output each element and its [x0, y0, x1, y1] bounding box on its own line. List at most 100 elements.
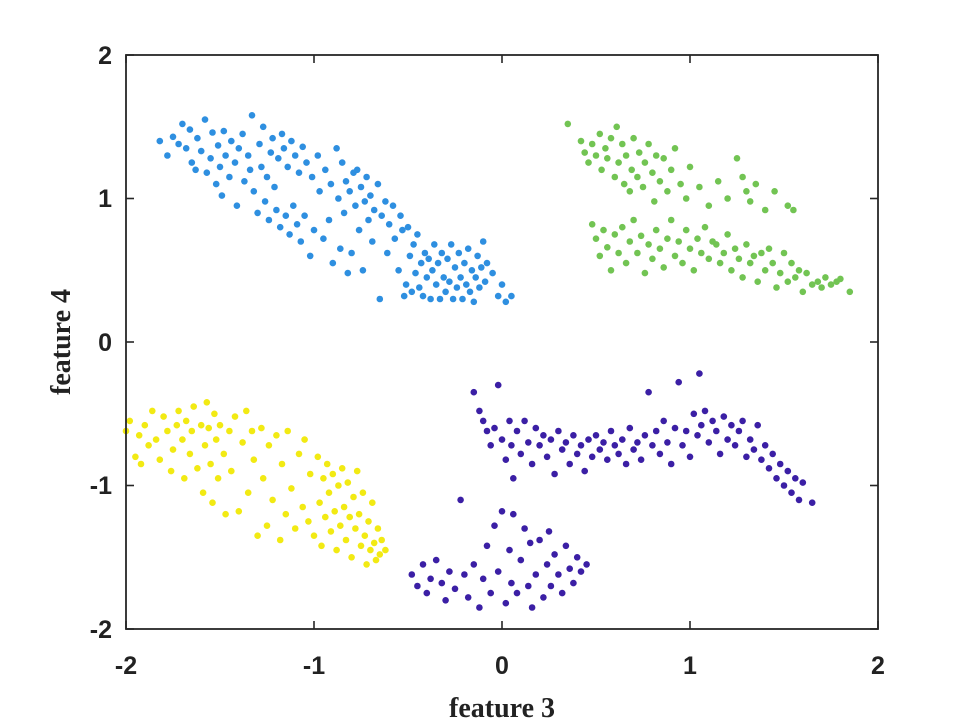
- scatter-point: [626, 188, 634, 195]
- scatter-point: [325, 216, 333, 224]
- scatter-point: [713, 427, 720, 435]
- scatter-point: [679, 442, 686, 449]
- scatter-point: [634, 439, 641, 446]
- scatter-point: [310, 532, 318, 539]
- scatter-point: [660, 264, 667, 271]
- scatter-point: [619, 140, 626, 148]
- scatter-point: [431, 241, 438, 248]
- scatter-point: [551, 551, 558, 558]
- scatter-point: [521, 417, 528, 425]
- scatter-point: [619, 223, 626, 231]
- scatter-point: [449, 295, 457, 303]
- scatter-point: [207, 460, 214, 468]
- scatter-point: [164, 427, 171, 435]
- scatter-point: [288, 137, 295, 145]
- scatter-point: [682, 195, 690, 202]
- scatter-point: [510, 510, 517, 518]
- scatter-point: [675, 378, 682, 386]
- scatter-point: [135, 432, 143, 439]
- scatter-point: [508, 579, 515, 587]
- scatter-point: [581, 467, 588, 475]
- scatter-point: [651, 198, 658, 205]
- scatter-point: [421, 249, 429, 257]
- scatter-point: [352, 525, 359, 532]
- scatter-point: [536, 442, 543, 449]
- scatter-point: [690, 267, 698, 274]
- scatter-point: [278, 130, 286, 138]
- scatter-point: [771, 188, 778, 195]
- scatter-point: [156, 456, 164, 464]
- scatter-point: [186, 450, 194, 458]
- y-tick-label: 1: [98, 185, 112, 213]
- scatter-point: [728, 421, 735, 429]
- scatter-point: [716, 450, 724, 458]
- scatter-point: [596, 252, 604, 260]
- scatter-point: [322, 513, 329, 521]
- scatter-point: [714, 178, 722, 185]
- scatter-point: [622, 259, 630, 267]
- scatter-point: [814, 278, 822, 286]
- scatter-point: [376, 295, 384, 303]
- scatter-point: [479, 417, 487, 425]
- scatter-point: [363, 173, 370, 181]
- scatter-point: [780, 482, 788, 489]
- scatter-point: [795, 267, 803, 274]
- scatter-point: [197, 421, 205, 429]
- scatter-point: [194, 465, 201, 472]
- scatter-point: [459, 295, 466, 303]
- scatter-point: [637, 232, 645, 240]
- scatter-point: [329, 259, 337, 267]
- scatter-point: [372, 556, 380, 564]
- scatter-point: [182, 417, 190, 425]
- scatter-point: [604, 244, 611, 251]
- scatter-point: [694, 235, 701, 242]
- scatter-point: [194, 134, 201, 142]
- scatter-point: [382, 198, 389, 205]
- scatter-point: [369, 238, 376, 245]
- scatter-point: [378, 536, 386, 544]
- scatter-point: [611, 173, 619, 181]
- scatter-point: [306, 470, 314, 478]
- scatter-point: [667, 216, 675, 224]
- scatter-point: [573, 554, 581, 561]
- scatter-point: [228, 137, 235, 145]
- scatter-point: [795, 496, 803, 504]
- scatter-point: [494, 568, 502, 575]
- scatter-point: [231, 413, 239, 420]
- scatter-point: [314, 152, 322, 159]
- scatter-point: [577, 137, 585, 145]
- scatter-point: [169, 133, 177, 141]
- scatter-point: [316, 188, 323, 195]
- x-tick-label: 0: [495, 652, 509, 680]
- scatter-point: [472, 274, 480, 281]
- scatter-point: [846, 288, 854, 296]
- scatter-point: [696, 370, 703, 377]
- scatter-point: [566, 565, 573, 572]
- scatter-point: [376, 551, 384, 558]
- scatter-point: [701, 407, 709, 415]
- scatter-point: [365, 216, 372, 224]
- scatter-point: [491, 522, 498, 529]
- scatter-point: [483, 542, 491, 550]
- scatter-point: [645, 241, 652, 248]
- scatter-point: [470, 298, 478, 306]
- scatter-point: [404, 223, 412, 231]
- scatter-point: [369, 499, 376, 507]
- scatter-point: [419, 292, 427, 300]
- scatter-point: [664, 235, 671, 242]
- scatter-point: [432, 556, 440, 564]
- scatter-point: [261, 198, 269, 205]
- scatter-point: [818, 284, 825, 291]
- scatter-point: [359, 267, 367, 274]
- scatter-point: [588, 140, 596, 148]
- scatter-point: [773, 284, 780, 291]
- scatter-point: [226, 427, 233, 435]
- scatter-point: [585, 159, 592, 166]
- scatter-point: [211, 410, 218, 418]
- scatter-point: [145, 442, 152, 449]
- scatter-point: [517, 556, 525, 564]
- scatter-point: [735, 255, 743, 263]
- scatter-point: [698, 249, 705, 257]
- scatter-point: [363, 561, 370, 568]
- scatter-point: [790, 206, 797, 214]
